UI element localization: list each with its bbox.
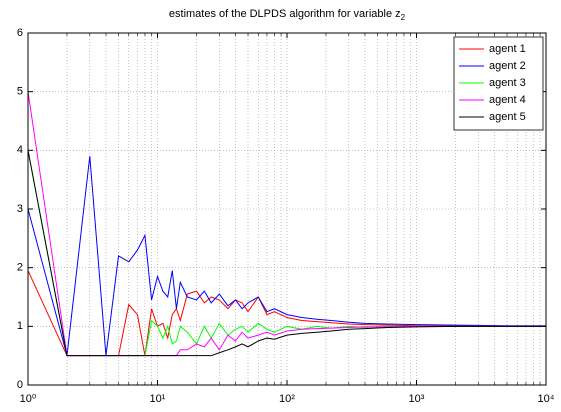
y-tick-label: 2 bbox=[17, 262, 23, 274]
series-line bbox=[27, 156, 546, 356]
chart-title: estimates of the DLPDS algorithm for var… bbox=[169, 8, 406, 22]
x-tick-label: 10³ bbox=[409, 393, 425, 405]
y-tick-label: 0 bbox=[17, 379, 23, 391]
y-tick-label: 5 bbox=[17, 86, 23, 98]
y-tick-label: 6 bbox=[17, 27, 23, 39]
y-tick-label: 1 bbox=[17, 320, 23, 332]
title-main: estimates of the DLPDS algorithm for var… bbox=[169, 8, 401, 20]
title-subscript: 2 bbox=[401, 13, 406, 22]
legend-label: agent 4 bbox=[489, 94, 526, 106]
x-tick-label: 10⁰ bbox=[20, 393, 37, 405]
x-tick-label: 10⁴ bbox=[538, 393, 555, 405]
y-tick-label: 3 bbox=[17, 203, 23, 215]
legend: agent 1 agent 2 agent 3 agent 4 agent 5 bbox=[453, 36, 544, 131]
series-line bbox=[27, 150, 546, 357]
x-tick-label: 10¹ bbox=[150, 393, 166, 405]
legend-label: agent 5 bbox=[489, 111, 526, 123]
y-tick-label: 4 bbox=[17, 144, 23, 156]
axes-box bbox=[27, 32, 547, 386]
legend-label: agent 3 bbox=[489, 77, 526, 89]
legend-label: agent 2 bbox=[489, 60, 526, 72]
x-tick-label: 10² bbox=[279, 393, 295, 405]
legend-label: agent 1 bbox=[489, 43, 526, 55]
